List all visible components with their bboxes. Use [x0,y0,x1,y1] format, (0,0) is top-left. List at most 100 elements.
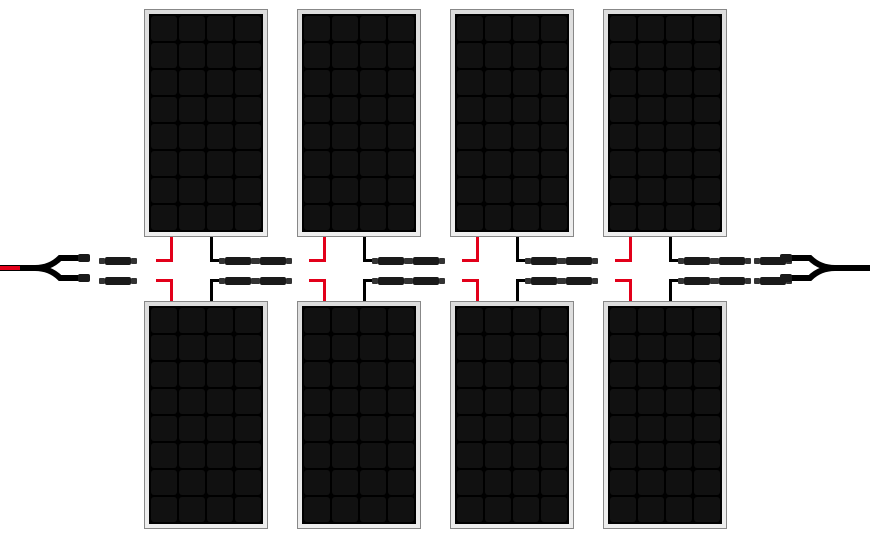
solar-panel [297,9,421,237]
panel-cell-grid [608,306,722,524]
solar-panel [450,9,574,237]
panel-cell [360,443,386,468]
lead-wire-negative [363,279,366,301]
panel-cell [388,205,414,230]
panel-cell [457,362,483,387]
panel-cell [457,43,483,68]
panel-cell-grid [455,14,569,232]
panel-cell [235,308,261,333]
panel-cell [666,389,692,414]
panel-cell [457,151,483,176]
panel-cell [207,16,233,41]
solar-panel [144,301,268,529]
mc4-connector [566,277,592,285]
panel-cell [179,470,205,495]
panel-cell [179,70,205,95]
panel-cell [694,178,720,203]
panel-cell [457,97,483,122]
panel-cell [513,335,539,360]
panel-cell [541,43,567,68]
panel-cell [485,178,511,203]
panel-cell [541,70,567,95]
panel-cell [541,308,567,333]
panel-cell [457,16,483,41]
panel-cell [638,16,664,41]
panel-cell [485,308,511,333]
panel-cell [513,178,539,203]
panel-cell [513,70,539,95]
panel-cell [541,97,567,122]
panel-cell [151,178,177,203]
panel-cell [151,124,177,149]
panel-cell [513,416,539,441]
panel-cell [610,335,636,360]
panel-cell [541,416,567,441]
panel-cell [638,416,664,441]
solar-panel [297,301,421,529]
panel-cell [638,335,664,360]
panel-cell [332,43,358,68]
panel-cell [638,205,664,230]
panel-cell [388,443,414,468]
panel-cell [513,16,539,41]
mc4-connector [413,257,439,265]
panel-cell [151,416,177,441]
panel-cell [360,335,386,360]
panel-cell [332,497,358,522]
panel-cell [638,70,664,95]
panel-cell [541,443,567,468]
panel-cell [694,335,720,360]
panel-cell [541,470,567,495]
solar-panel [144,9,268,237]
panel-cell [513,362,539,387]
solar-panel [450,301,574,529]
panel-cell [513,97,539,122]
panel-cell [610,205,636,230]
panel-cell [457,205,483,230]
mc4-connector [260,277,286,285]
panel-cell [332,443,358,468]
panel-cell [513,443,539,468]
panel-cell [666,205,692,230]
panel-cell [332,470,358,495]
panel-cell [457,178,483,203]
panel-cell [610,124,636,149]
panel-cell [513,205,539,230]
panel-cell [541,16,567,41]
panel-cell [694,16,720,41]
panel-cell [694,70,720,95]
mc4-connector [378,277,404,285]
panel-cell [332,124,358,149]
panel-cell [360,389,386,414]
panel-cell [485,416,511,441]
panel-cell [304,335,330,360]
panel-cell [388,389,414,414]
lead-wire-positive [462,259,479,262]
panel-cell [694,205,720,230]
panel-cell [360,205,386,230]
panel-cell [235,389,261,414]
panel-cell [666,124,692,149]
panel-cell [332,335,358,360]
panel-cell [694,497,720,522]
panel-cell [207,470,233,495]
panel-cell [638,443,664,468]
panel-cell [457,470,483,495]
mc4-connector [378,257,404,265]
panel-cell [207,97,233,122]
panel-cell [610,497,636,522]
panel-cell [457,308,483,333]
lead-wire-negative [669,279,672,301]
panel-cell [388,151,414,176]
panel-cell [360,362,386,387]
panel-cell [485,124,511,149]
panel-cell [638,97,664,122]
panel-cell [304,151,330,176]
panel-cell [179,205,205,230]
mc4-connector [225,257,251,265]
panel-cell [207,178,233,203]
y-branch-icon [780,250,870,286]
panel-cell [457,416,483,441]
panel-cell [638,308,664,333]
panel-cell [179,178,205,203]
